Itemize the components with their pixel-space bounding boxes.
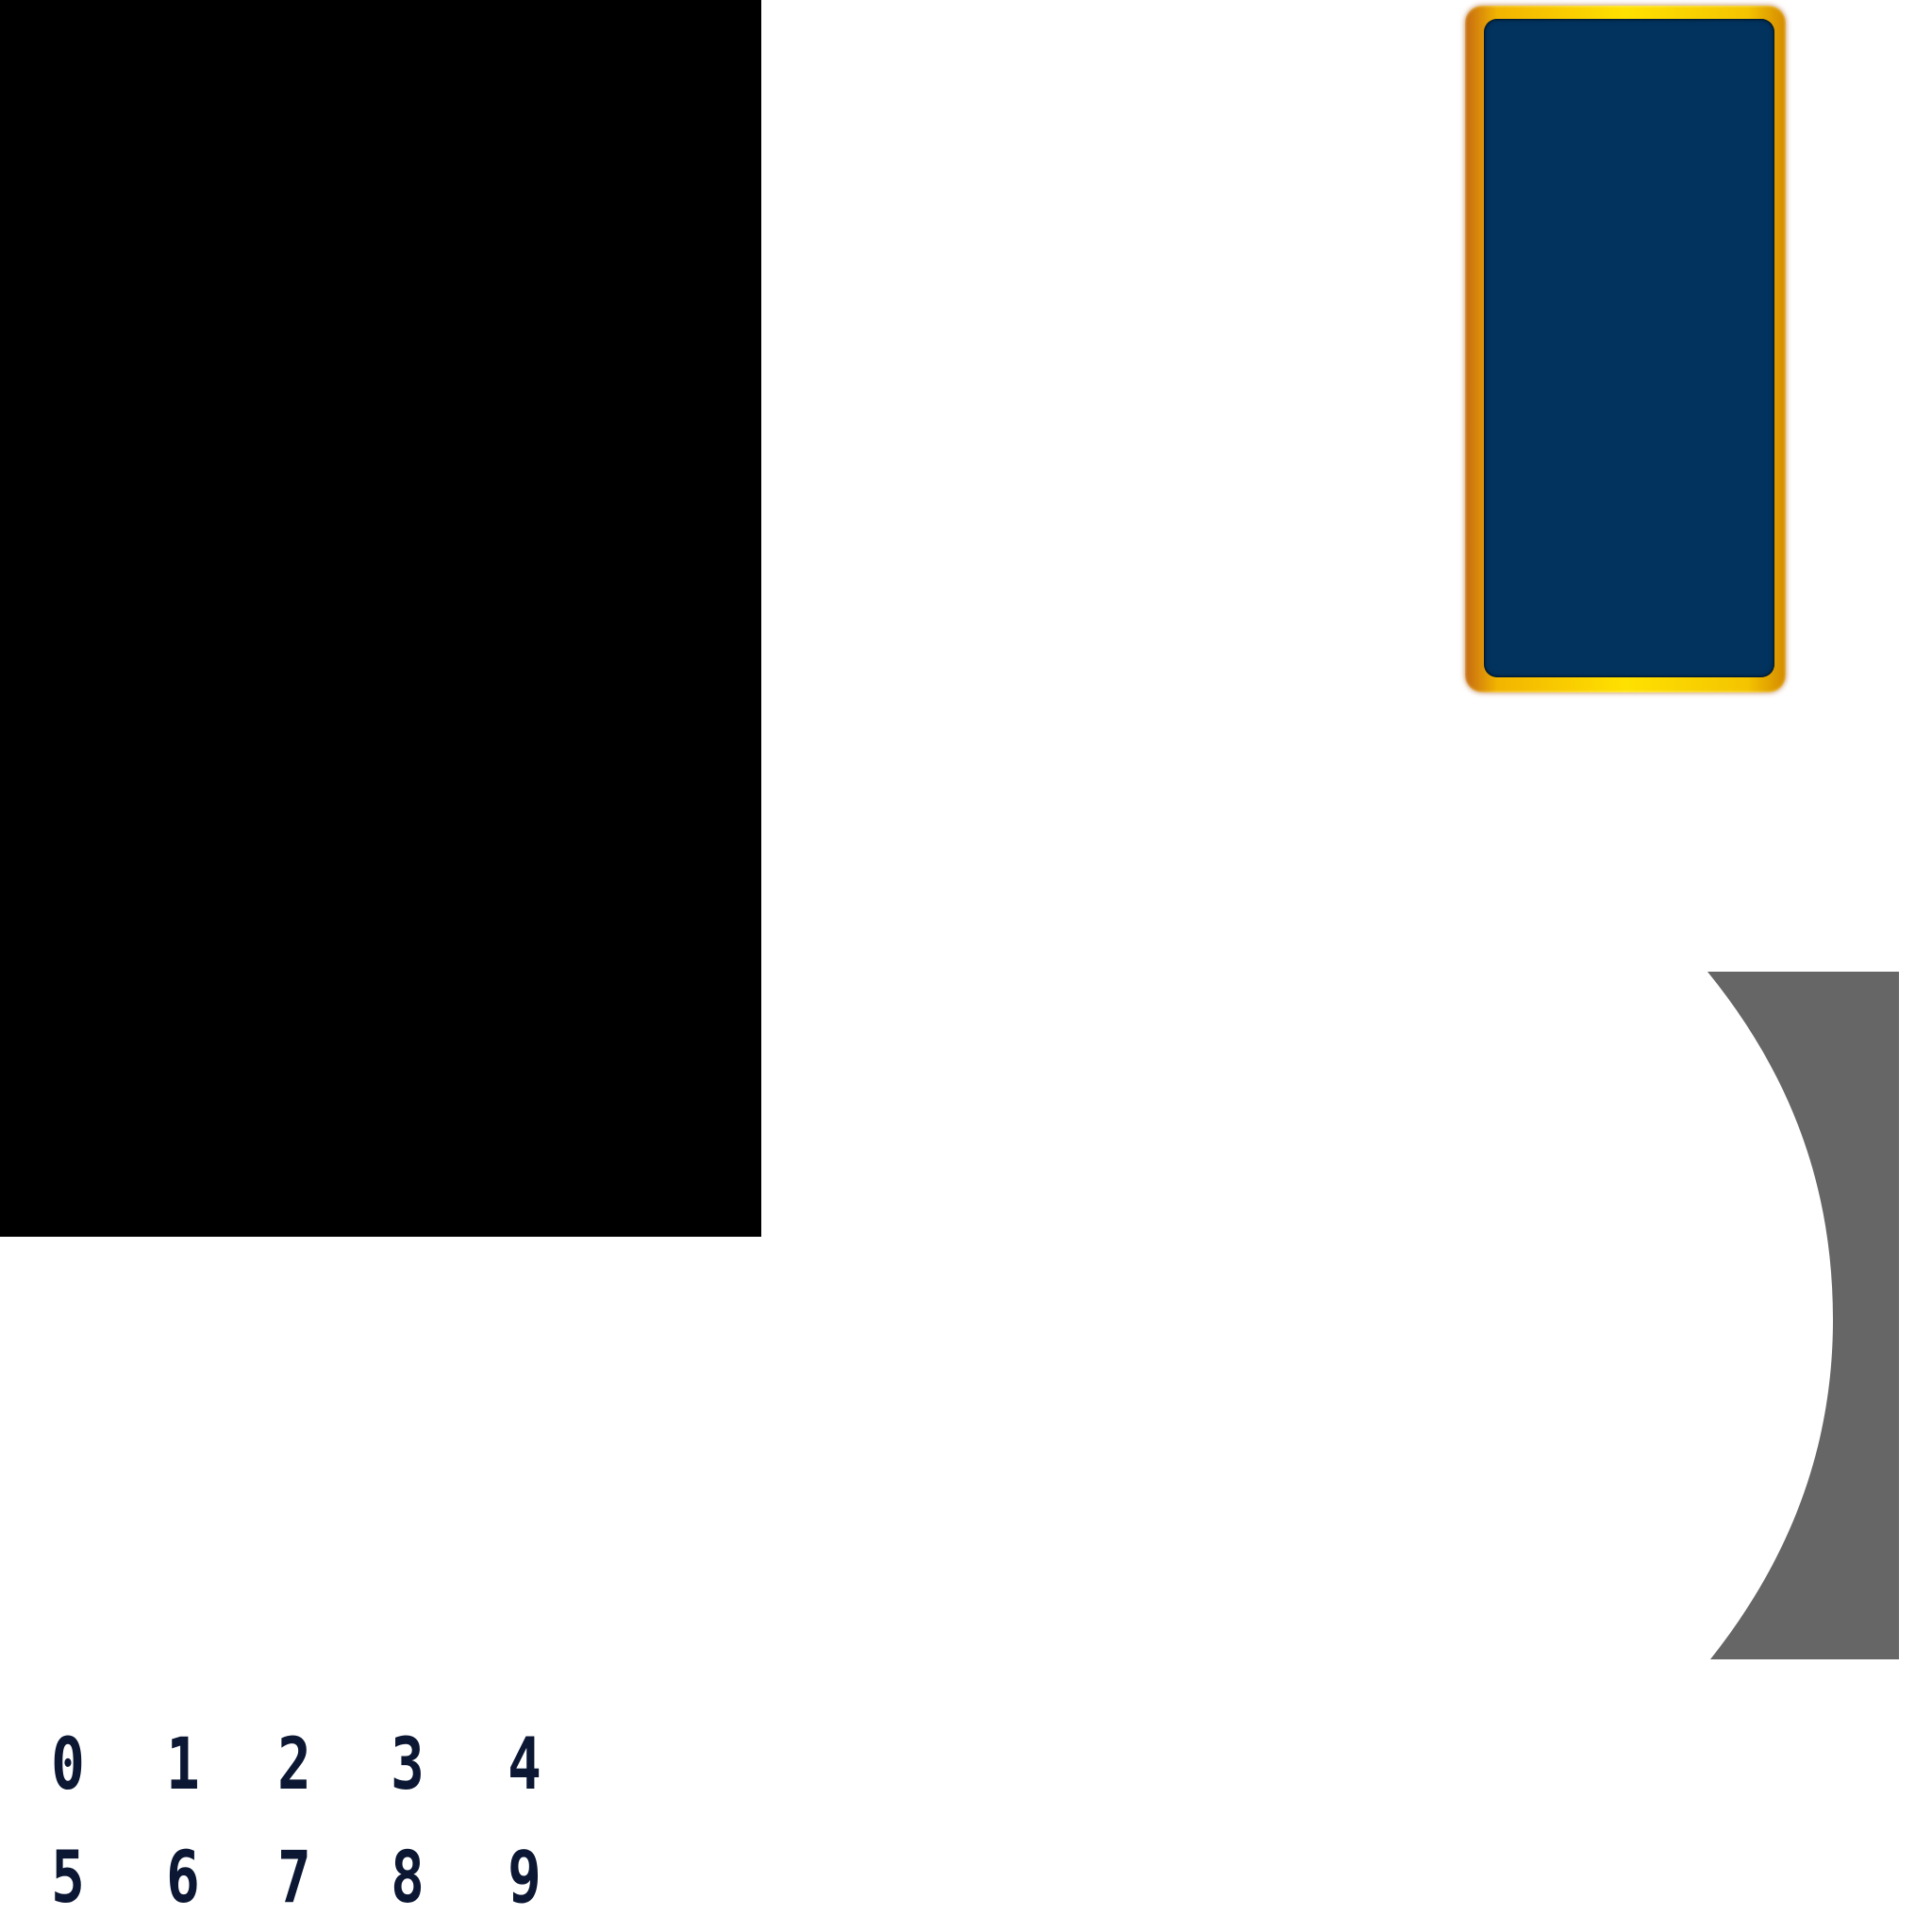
digit-glyphs: 0 1 2 3 4 5 6 7 8 9 — [38, 1726, 547, 1915]
gray-arc-shape — [1707, 972, 1899, 1659]
black-panel — [0, 0, 761, 1237]
card-frame — [1465, 6, 1786, 692]
digit-1: 1 — [166, 1722, 200, 1806]
digit-7: 7 — [277, 1835, 311, 1919]
digit-4: 4 — [508, 1722, 541, 1806]
digit-0: 0 — [51, 1722, 85, 1806]
card-face — [1484, 19, 1774, 677]
digit-6: 6 — [166, 1835, 200, 1919]
digit-9: 9 — [508, 1835, 541, 1919]
digit-2: 2 — [277, 1722, 311, 1806]
digit-5: 5 — [51, 1835, 85, 1919]
digit-8: 8 — [391, 1835, 425, 1919]
digit-3: 3 — [391, 1722, 425, 1806]
